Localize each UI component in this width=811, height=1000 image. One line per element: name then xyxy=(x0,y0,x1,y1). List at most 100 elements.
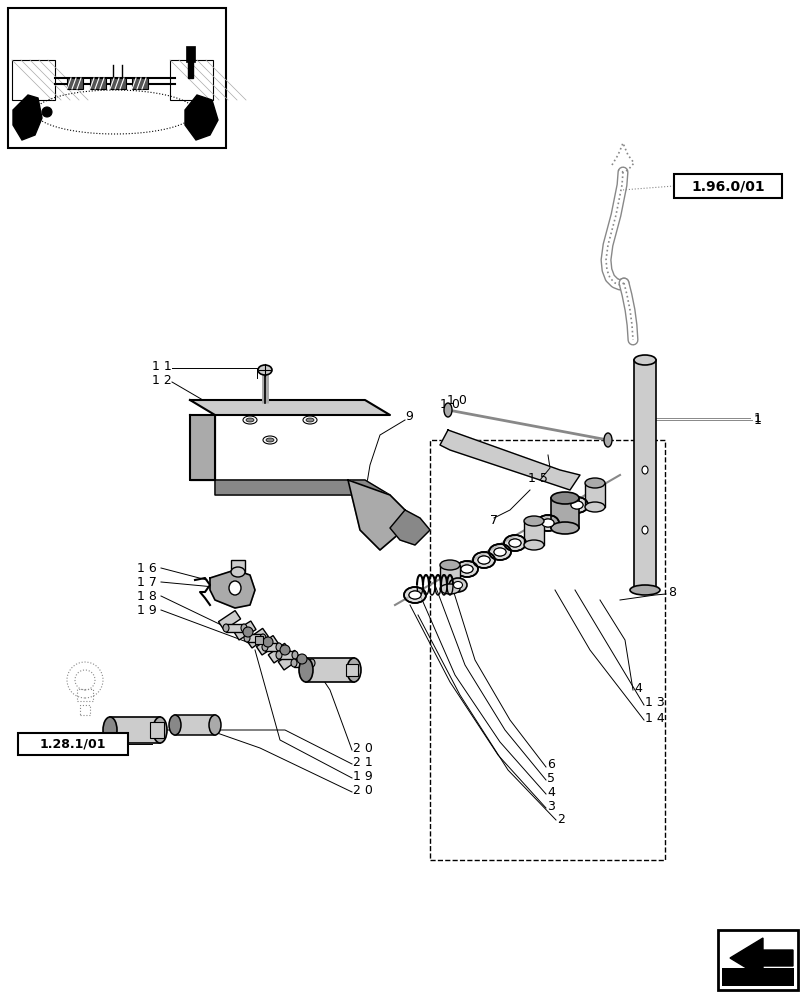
Bar xyxy=(345,664,358,676)
Ellipse shape xyxy=(508,539,521,547)
Circle shape xyxy=(263,637,272,647)
Ellipse shape xyxy=(551,522,578,534)
Ellipse shape xyxy=(565,497,587,513)
Text: 2 1: 2 1 xyxy=(353,756,372,768)
Ellipse shape xyxy=(266,438,273,442)
Bar xyxy=(264,643,279,651)
Ellipse shape xyxy=(103,717,117,743)
Bar xyxy=(584,483,604,507)
Ellipse shape xyxy=(444,403,452,417)
Polygon shape xyxy=(190,415,215,480)
Ellipse shape xyxy=(584,478,604,488)
Ellipse shape xyxy=(570,501,582,509)
Text: 9: 9 xyxy=(405,410,412,422)
Bar xyxy=(77,689,93,701)
Ellipse shape xyxy=(584,502,604,512)
Ellipse shape xyxy=(633,355,655,365)
Bar xyxy=(673,174,781,198)
Bar xyxy=(18,733,128,755)
Bar xyxy=(268,643,290,663)
Polygon shape xyxy=(188,62,193,78)
Ellipse shape xyxy=(276,643,281,651)
Ellipse shape xyxy=(292,651,298,659)
Bar xyxy=(717,930,797,990)
Bar xyxy=(150,722,164,738)
Text: 4: 4 xyxy=(547,786,554,798)
Ellipse shape xyxy=(246,418,254,422)
Ellipse shape xyxy=(551,492,578,504)
Text: 2 1: 2 1 xyxy=(83,741,103,754)
Bar xyxy=(633,360,655,590)
Text: 1 3: 1 3 xyxy=(644,696,664,710)
Polygon shape xyxy=(348,480,414,550)
Ellipse shape xyxy=(346,658,361,682)
Text: 1 2: 1 2 xyxy=(152,373,172,386)
Text: 1.28.1/01: 1.28.1/01 xyxy=(40,737,106,750)
Bar xyxy=(225,624,243,632)
Bar xyxy=(255,636,263,644)
Bar xyxy=(721,968,793,986)
Text: 1: 1 xyxy=(753,414,761,426)
Ellipse shape xyxy=(473,552,495,568)
Bar xyxy=(279,651,294,659)
Ellipse shape xyxy=(306,418,314,422)
Bar xyxy=(80,705,90,715)
Text: 1 1: 1 1 xyxy=(152,360,172,372)
Polygon shape xyxy=(169,60,212,100)
Bar xyxy=(234,621,255,640)
Bar xyxy=(430,440,664,860)
Polygon shape xyxy=(729,938,792,978)
Ellipse shape xyxy=(541,519,553,527)
Bar xyxy=(218,611,240,630)
Ellipse shape xyxy=(504,535,526,551)
Ellipse shape xyxy=(303,416,316,424)
Text: 1 0: 1 0 xyxy=(440,398,459,412)
Polygon shape xyxy=(440,430,579,490)
Polygon shape xyxy=(210,570,255,608)
Bar xyxy=(440,565,460,589)
Circle shape xyxy=(297,654,307,664)
Ellipse shape xyxy=(169,715,181,735)
Text: 1.96.0/01: 1.96.0/01 xyxy=(690,179,764,193)
Ellipse shape xyxy=(152,717,167,743)
Text: 3: 3 xyxy=(547,799,554,812)
Text: 1 6: 1 6 xyxy=(137,562,157,574)
Ellipse shape xyxy=(229,581,241,595)
Ellipse shape xyxy=(493,548,505,556)
Ellipse shape xyxy=(230,567,245,577)
Text: 7: 7 xyxy=(489,514,497,526)
Ellipse shape xyxy=(440,584,460,594)
Bar xyxy=(278,650,300,670)
Ellipse shape xyxy=(263,436,277,444)
Text: 1 0: 1 0 xyxy=(446,393,466,406)
Ellipse shape xyxy=(243,634,250,642)
Bar xyxy=(256,636,278,655)
Text: 6: 6 xyxy=(547,758,554,772)
Ellipse shape xyxy=(461,565,473,573)
Text: 8: 8 xyxy=(667,586,676,599)
Text: 1: 1 xyxy=(753,412,761,424)
Ellipse shape xyxy=(629,585,659,595)
Ellipse shape xyxy=(258,365,272,375)
Polygon shape xyxy=(389,510,430,545)
Text: 1 9: 1 9 xyxy=(137,603,157,616)
Bar xyxy=(246,628,268,648)
Ellipse shape xyxy=(448,578,466,592)
Bar xyxy=(90,78,106,89)
Bar xyxy=(247,634,263,642)
Text: 1 4: 1 4 xyxy=(644,711,664,724)
Ellipse shape xyxy=(603,433,611,447)
Bar xyxy=(551,498,578,528)
Text: 1 5: 1 5 xyxy=(527,472,547,485)
Ellipse shape xyxy=(276,651,281,659)
Ellipse shape xyxy=(536,515,558,531)
Ellipse shape xyxy=(523,540,543,550)
Ellipse shape xyxy=(208,715,221,735)
Ellipse shape xyxy=(290,659,297,667)
Text: 4: 4 xyxy=(633,682,641,694)
Text: 1 9: 1 9 xyxy=(353,770,372,782)
Text: 5: 5 xyxy=(547,772,554,784)
Bar xyxy=(306,658,354,682)
Ellipse shape xyxy=(488,544,510,560)
Ellipse shape xyxy=(260,634,266,642)
